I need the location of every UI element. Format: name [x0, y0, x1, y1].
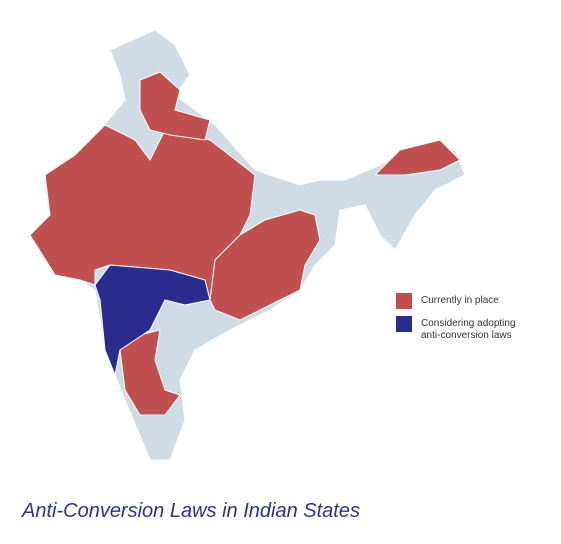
state-region: [373, 139, 461, 176]
legend-label: Considering adopting anti-conversion law…: [421, 318, 516, 341]
state-region: [94, 264, 211, 377]
state-region: [209, 209, 321, 321]
map-title: Anti-Conversion Laws in Indian States: [22, 500, 360, 522]
map: [29, 29, 466, 461]
state-region: [119, 329, 181, 416]
legend-label: Currently in place: [421, 295, 499, 306]
legend-swatch: [396, 293, 412, 309]
state-region: [29, 124, 256, 301]
state-region: [139, 71, 211, 141]
legend-swatch: [396, 316, 412, 332]
